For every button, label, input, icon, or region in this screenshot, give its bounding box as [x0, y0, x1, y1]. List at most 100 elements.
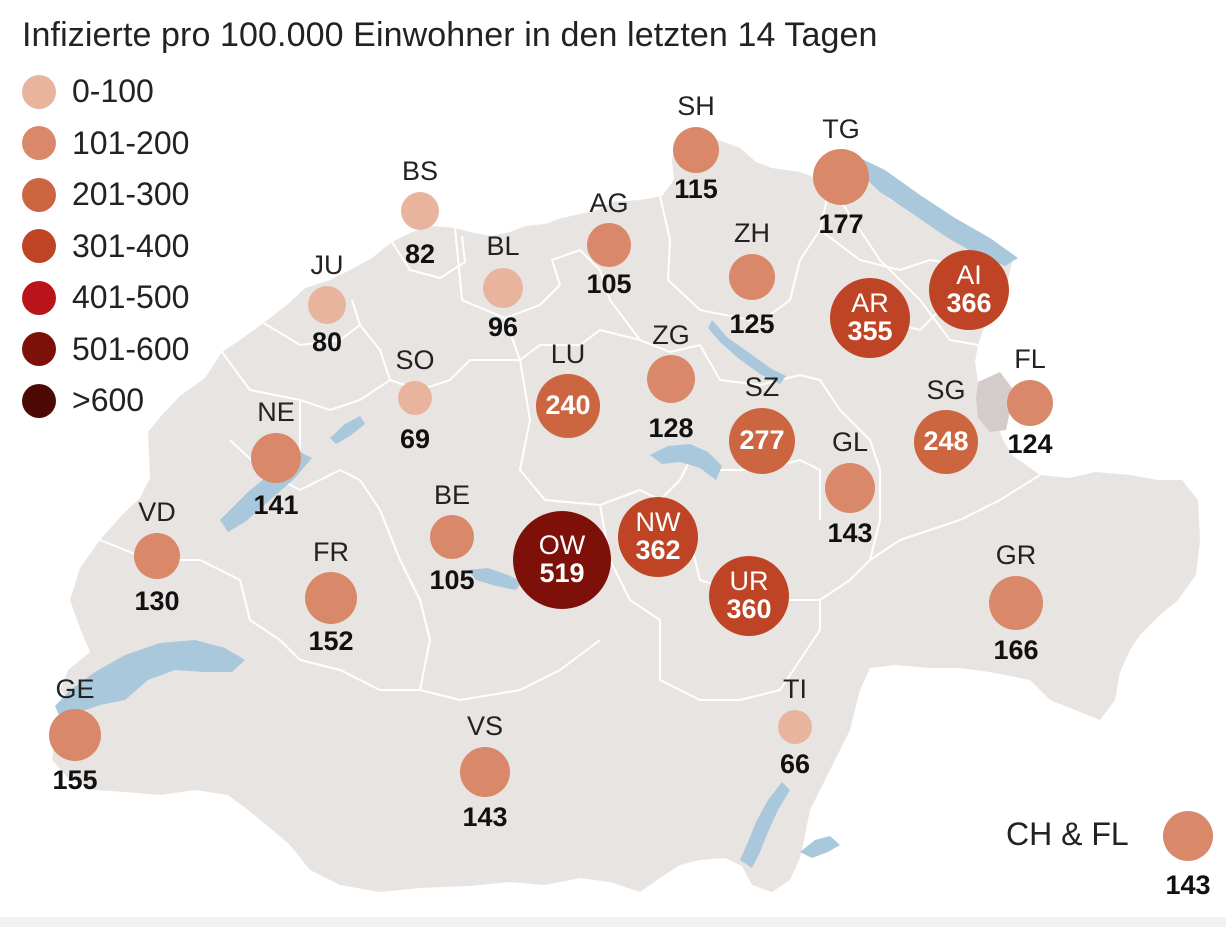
legend-item: >600 — [22, 375, 189, 427]
canton-code: FL — [1014, 344, 1046, 374]
lake-zurich — [708, 320, 786, 384]
canton-value: 362 — [635, 535, 681, 565]
canton-value: 125 — [729, 309, 775, 339]
total-value: 143 — [1165, 870, 1211, 900]
total-bubble — [1163, 811, 1213, 861]
legend-item: 401-500 — [22, 272, 189, 324]
canton-bubble — [729, 254, 775, 300]
canton-code: NW — [635, 507, 681, 538]
canton-value: 69 — [399, 424, 431, 454]
canton-value: 155 — [52, 765, 98, 795]
legend-label: 501-600 — [72, 330, 190, 367]
canton-code: LU — [550, 339, 586, 369]
legend-item: 201-300 — [22, 169, 189, 221]
canton-bubble — [1007, 380, 1053, 426]
canton-value: 152 — [308, 626, 354, 656]
canton-bubble: UR 360 — [709, 556, 789, 636]
canton-bubble: 240 — [536, 374, 600, 438]
legend-item: 301-400 — [22, 221, 189, 273]
canton-code: ZG — [652, 320, 690, 350]
legend-swatch — [22, 74, 56, 109]
canton-value: 124 — [1007, 429, 1053, 459]
legend-swatch — [22, 126, 56, 161]
canton-code: OW — [538, 530, 586, 561]
canton-code: SH — [677, 91, 715, 121]
canton-bubble — [401, 192, 439, 230]
lake-biel — [330, 416, 365, 444]
legend: 0-100 101-200 201-300 301-400 401-500 50… — [22, 66, 189, 427]
canton-value: 105 — [429, 565, 475, 595]
legend-label: 101-200 — [72, 124, 190, 161]
canton-value: 177 — [818, 209, 864, 239]
legend-label: 0-100 — [72, 73, 154, 110]
lake-lugano — [800, 836, 840, 858]
canton-value: 143 — [827, 518, 873, 548]
canton-code: TG — [822, 114, 860, 144]
canton-bubble — [673, 127, 719, 173]
canton-value: 240 — [545, 390, 591, 421]
legend-swatch — [22, 229, 56, 264]
canton-value: 360 — [726, 594, 772, 624]
canton-value: 248 — [923, 426, 969, 457]
legend-swatch — [22, 383, 56, 418]
legend-label: 201-300 — [72, 176, 190, 213]
canton-code: GR — [995, 540, 1037, 570]
legend-item: 0-100 — [22, 66, 189, 118]
canton-bubble — [430, 515, 474, 559]
legend-swatch — [22, 280, 56, 315]
lake-thun — [468, 568, 522, 590]
legend-swatch — [22, 177, 56, 212]
canton-bubble — [49, 709, 101, 761]
canton-value: 519 — [539, 558, 585, 588]
canton-bubble: AR 355 — [830, 278, 910, 358]
canton-bubble: AI 366 — [929, 250, 1009, 330]
legend-label: 301-400 — [72, 227, 190, 264]
canton-value: 355 — [847, 316, 893, 346]
legend-label: >600 — [72, 382, 145, 419]
canton-bubble — [134, 533, 180, 579]
canton-bubble — [825, 463, 875, 513]
lake-maggiore — [740, 782, 790, 868]
canton-bubble — [398, 381, 432, 415]
canton-bubble — [251, 433, 301, 483]
map-title: Infizierte pro 100.000 Einwohner in den … — [22, 16, 878, 54]
canton-code: ZH — [734, 218, 770, 248]
canton-value: 143 — [462, 802, 508, 832]
canton-bubble: NW 362 — [618, 497, 698, 577]
lake-lucerne — [650, 444, 722, 480]
canton-value: 141 — [253, 490, 299, 520]
canton-value: 166 — [993, 635, 1039, 665]
canton-code: BE — [433, 480, 471, 510]
canton-value: 66 — [779, 749, 811, 779]
canton-value: 366 — [946, 288, 992, 318]
lake-constance — [860, 158, 1018, 266]
canton-bubble — [308, 286, 346, 324]
canton-bubble — [647, 355, 695, 403]
canton-code: GL — [831, 427, 869, 457]
legend-item: 501-600 — [22, 324, 189, 376]
canton-code: BL — [486, 231, 520, 261]
canton-value: 130 — [134, 586, 180, 616]
canton-code: AR — [851, 288, 889, 319]
bottom-strip — [0, 917, 1226, 927]
canton-code: NE — [257, 397, 295, 427]
canton-code: SZ — [744, 372, 780, 402]
canton-code: SO — [395, 345, 435, 375]
canton-bubble — [483, 268, 523, 308]
canton-code: AG — [589, 188, 629, 218]
legend-swatch — [22, 332, 56, 367]
canton-value: 128 — [648, 413, 694, 443]
canton-value: 96 — [487, 312, 519, 342]
canton-value: 277 — [739, 425, 785, 456]
canton-code: VS — [466, 711, 504, 741]
canton-code: TI — [783, 674, 807, 704]
canton-bubble — [305, 572, 357, 624]
legend-label: 401-500 — [72, 279, 190, 316]
lake-geneva — [55, 640, 245, 722]
canton-code: JU — [310, 250, 344, 280]
canton-code: VD — [138, 497, 176, 527]
canton-code: GE — [55, 674, 95, 704]
canton-code: FR — [313, 537, 349, 567]
canton-code: SG — [926, 375, 966, 405]
canton-bubble — [813, 149, 869, 205]
